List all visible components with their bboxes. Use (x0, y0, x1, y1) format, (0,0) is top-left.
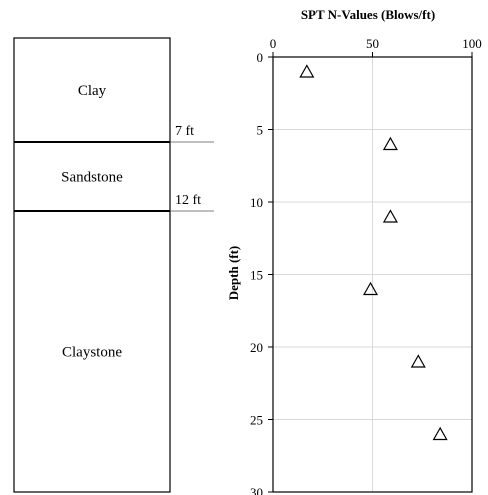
layer-label-claystone: Claystone (62, 345, 122, 361)
data-point-triangle (382, 136, 398, 151)
layer-label-clay: Clay (78, 83, 107, 99)
y-tick-label: 20 (250, 340, 263, 355)
y-tick-label: 15 (250, 268, 263, 283)
layer-label-sandstone: Sandstone (61, 170, 123, 186)
chart-title: SPT N-Values (Blows/ft) (301, 7, 435, 22)
x-tick-label: 100 (462, 36, 482, 51)
x-tick-label: 50 (366, 36, 379, 51)
y-tick-label: 30 (250, 485, 263, 495)
boundary-depth-label: 7 ft (175, 124, 194, 139)
y-axis-label: Depth (ft) (226, 246, 241, 301)
data-point-triangle (382, 209, 398, 223)
y-tick-label: 5 (257, 123, 264, 138)
spt-chart: SPT N-Values (Blows/ft) Depth (ft) 0 50 10… (226, 7, 482, 495)
y-tick-label: 25 (250, 413, 263, 428)
boundary-depth-label: 12 ft (175, 193, 201, 208)
strata-column: Clay 7 ft Sandstone 12 ft Claystone (13, 37, 214, 493)
strata-outline (13, 37, 171, 493)
data-point-triangle (299, 64, 315, 78)
data-point-triangle (410, 354, 426, 368)
x-tick-label: 0 (270, 36, 277, 51)
data-point-triangle (432, 426, 448, 441)
data-point-triangle (362, 281, 379, 296)
y-tick-label: 10 (250, 195, 263, 210)
y-tick-label: 0 (257, 50, 264, 65)
